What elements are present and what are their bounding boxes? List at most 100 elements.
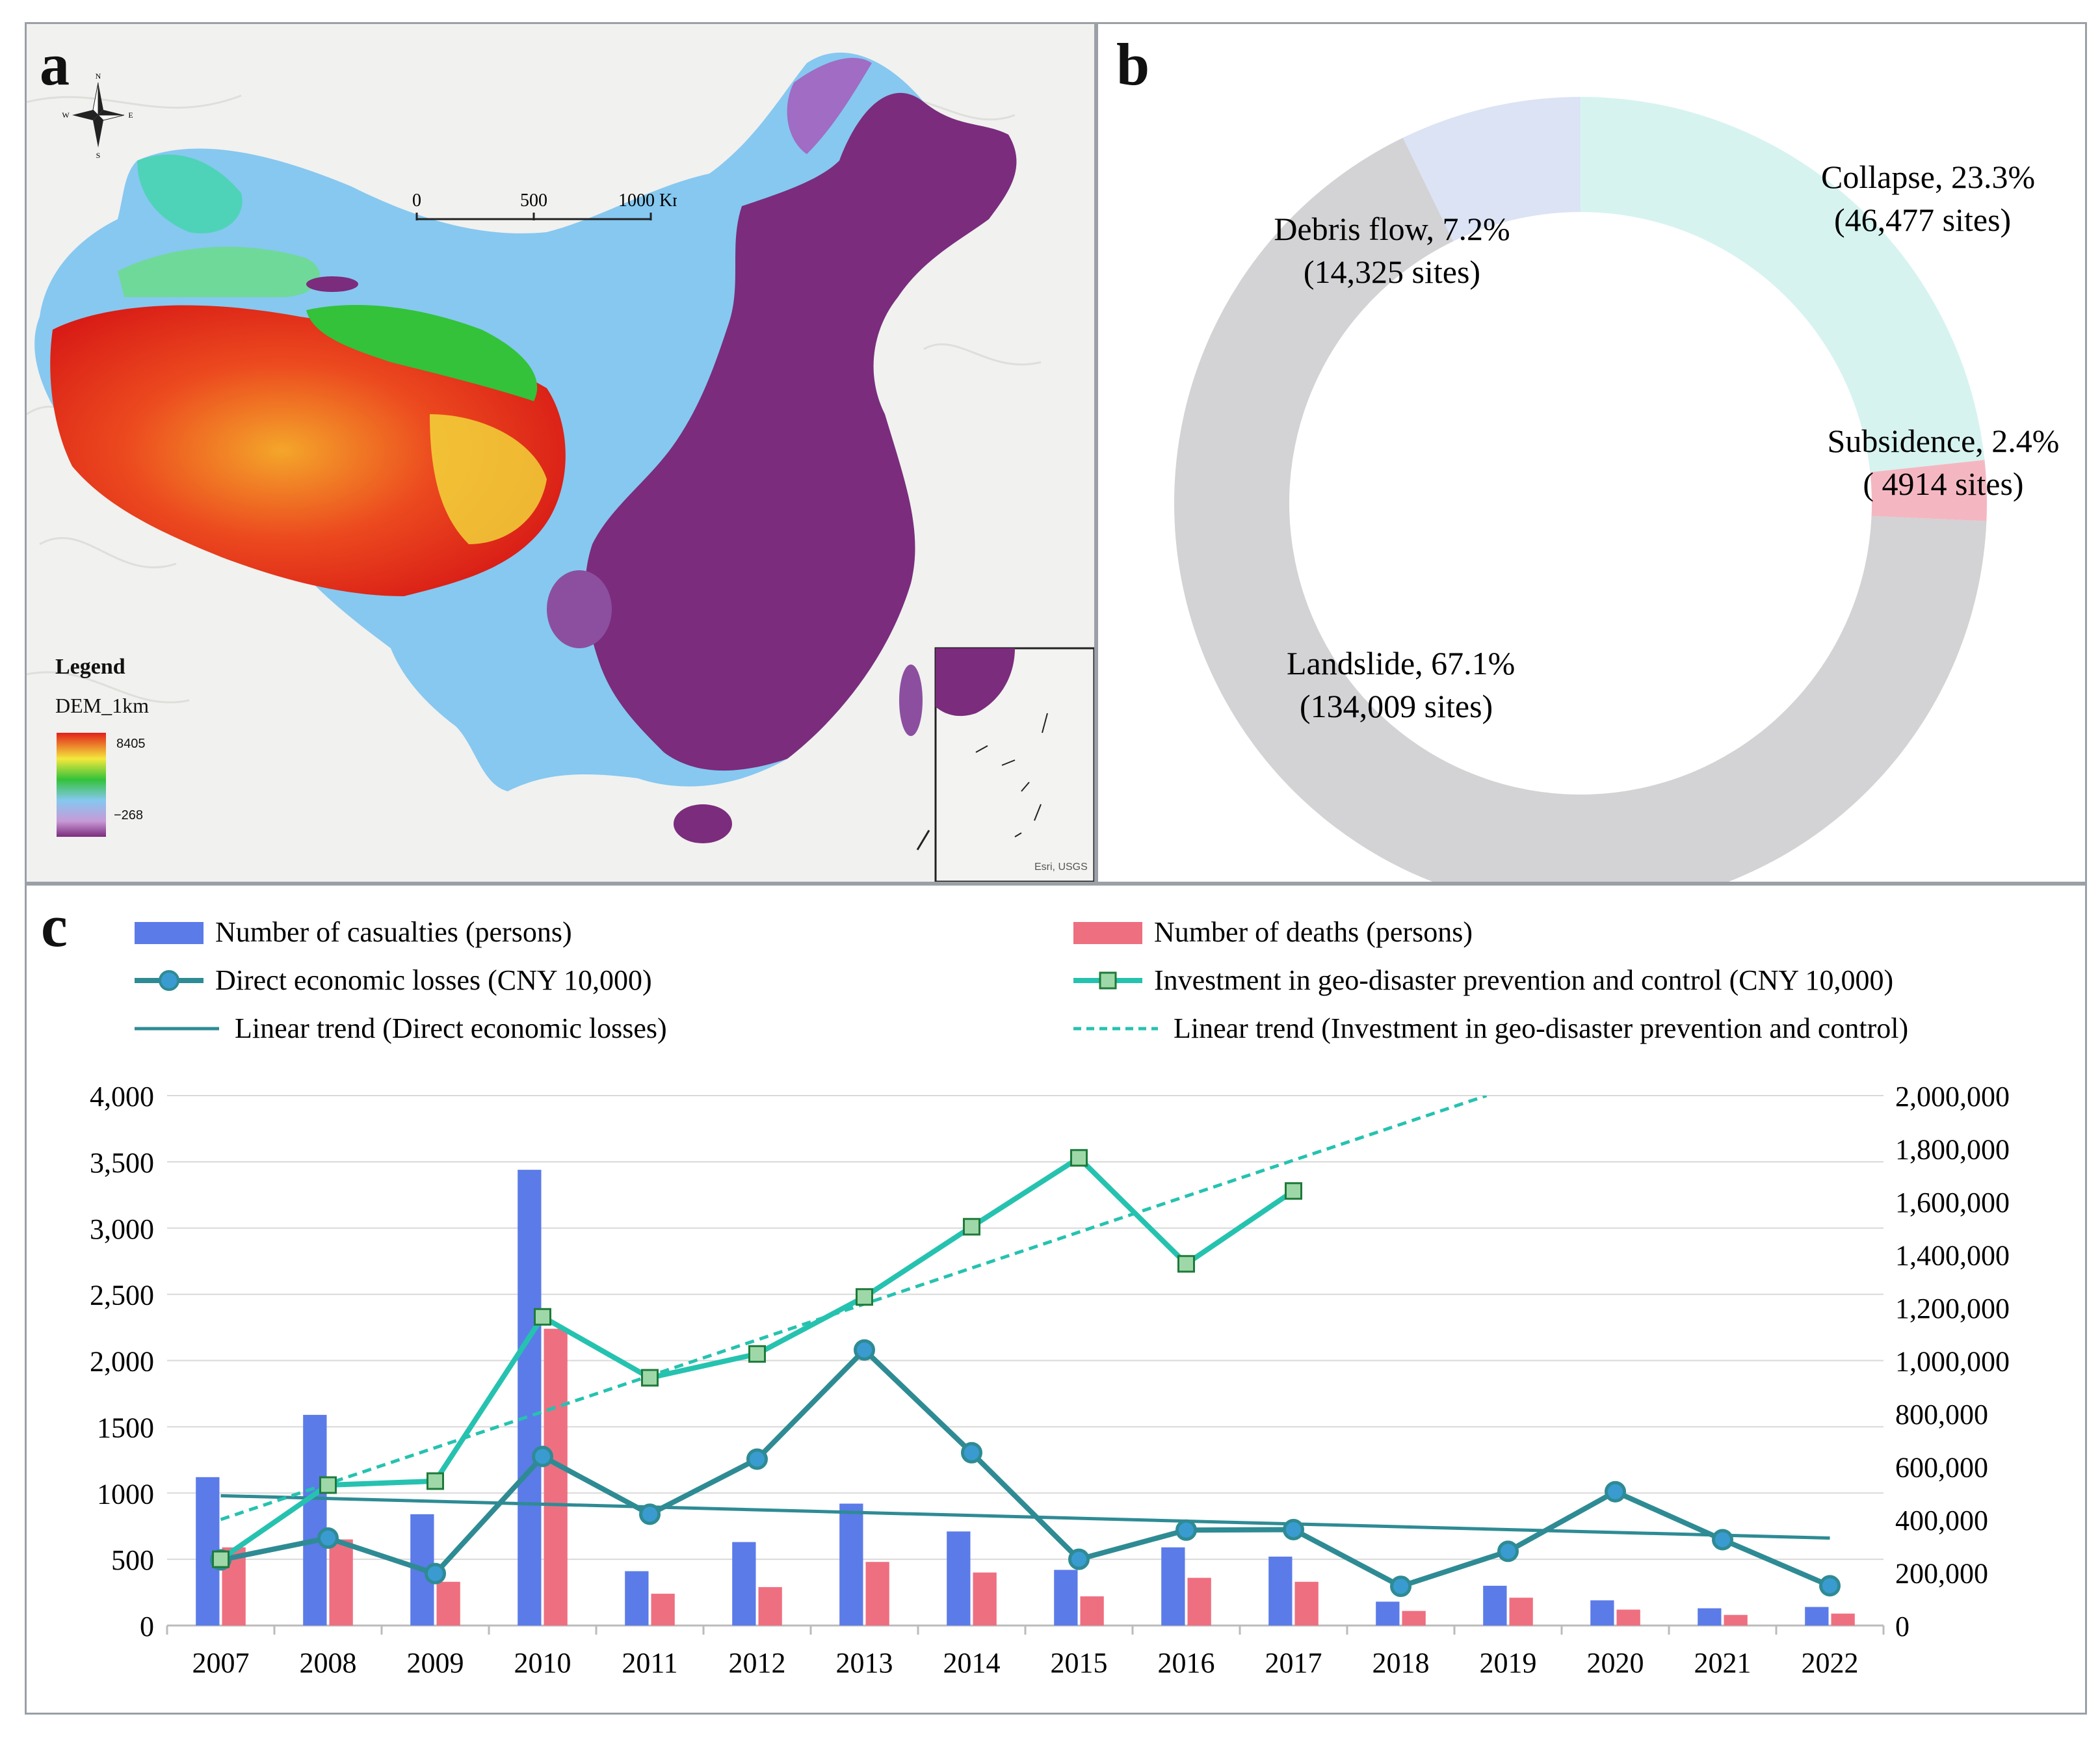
scale-tick-1000: 1000 Km — [618, 191, 677, 211]
bar-deaths-2022 — [1831, 1613, 1855, 1626]
x-tick-2013: 2013 — [836, 1647, 893, 1679]
bar-casualties-2018 — [1376, 1601, 1400, 1626]
y-right-tick: 1,000,000 — [1895, 1346, 2010, 1378]
point-investment-2008 — [319, 1476, 337, 1494]
x-tick-2007: 2007 — [192, 1647, 250, 1679]
point-losses-2010 — [532, 1445, 553, 1468]
x-tick-2008: 2008 — [300, 1647, 357, 1679]
y-right-tick: 2,000,000 — [1895, 1081, 2010, 1113]
bar-casualties-2017 — [1268, 1557, 1293, 1626]
scale-bar: 0 500 1000 Km — [412, 191, 677, 220]
bar-casualties-2015 — [1054, 1570, 1078, 1626]
panel-b-donut: Collapse, 23.3% (46,477 sites) Subsidence,… — [1096, 22, 2087, 884]
donut-label-landslide: Landslide, 67.1% — [1287, 645, 1515, 681]
bar-casualties-2010 — [518, 1170, 542, 1626]
y-right-tick: 0 — [1895, 1611, 1910, 1642]
y-left-tick: 500 — [111, 1544, 154, 1576]
x-tick-2019: 2019 — [1480, 1647, 1537, 1679]
compass-rose-icon: N S E W — [62, 72, 133, 160]
donut-sublabel-debris-flow: (14,325 sites) — [1304, 254, 1480, 290]
legend-min: −268 — [114, 808, 144, 823]
y-left-tick: 3,000 — [90, 1213, 154, 1245]
panel-b-letter: b — [1116, 31, 1150, 98]
x-tick-2020: 2020 — [1587, 1647, 1644, 1679]
legend-trend-investment: Linear trend (Investment in geo-disaster… — [1174, 1012, 1908, 1044]
x-tick-2012: 2012 — [729, 1647, 786, 1679]
bar-deaths-2011 — [651, 1594, 675, 1626]
point-investment-2016 — [1177, 1255, 1195, 1273]
legend-max: 8405 — [116, 737, 146, 751]
bar-deaths-2016 — [1187, 1577, 1211, 1626]
x-tick-2011: 2011 — [622, 1647, 677, 1679]
bar-casualties-2022 — [1805, 1607, 1829, 1626]
donut-sublabel-subsidence: ( 4914 sites) — [1863, 466, 2023, 502]
point-losses-2015 — [1068, 1548, 1090, 1570]
legend-color-ramp — [57, 733, 106, 837]
y-right-tick: 600,000 — [1895, 1452, 1988, 1484]
scale-tick-500: 500 — [520, 191, 547, 211]
x-tick-2021: 2021 — [1694, 1647, 1752, 1679]
y-left-tick: 1000 — [97, 1478, 154, 1510]
x-tick-2009: 2009 — [407, 1647, 464, 1679]
legend-title: Legend — [55, 655, 125, 679]
bar-deaths-2013 — [865, 1562, 889, 1626]
panel-a-letter: a — [40, 31, 70, 98]
y-left-tick: 2,000 — [90, 1346, 154, 1378]
legend-swatch-casualties — [135, 922, 203, 944]
point-investment-2013 — [856, 1288, 873, 1306]
point-investment-2015 — [1070, 1149, 1088, 1167]
point-losses-2019 — [1497, 1540, 1519, 1562]
bar-deaths-2021 — [1724, 1614, 1748, 1626]
point-investment-2007 — [212, 1550, 230, 1568]
bar-casualties-2011 — [625, 1571, 649, 1626]
point-investment-2017 — [1285, 1182, 1302, 1200]
legend-trend-losses: Linear trend (Direct economic losses) — [235, 1012, 667, 1044]
point-investment-2010 — [534, 1308, 551, 1326]
point-investment-2014 — [963, 1218, 980, 1236]
y-left-tick: 4,000 — [90, 1081, 154, 1113]
point-losses-2011 — [639, 1503, 661, 1525]
bar-casualties-2012 — [732, 1542, 756, 1626]
x-tick-2010: 2010 — [514, 1647, 571, 1679]
point-investment-2011 — [641, 1369, 659, 1387]
bar-deaths-2020 — [1616, 1609, 1640, 1626]
bar-deaths-2015 — [1080, 1596, 1104, 1626]
point-losses-2008 — [317, 1527, 339, 1549]
point-losses-2012 — [746, 1448, 768, 1470]
y-left-tick: 3,500 — [90, 1147, 154, 1179]
y-left-tick: 2,500 — [90, 1280, 154, 1311]
map-credit: Esri, USGS — [1034, 862, 1088, 873]
point-losses-2009 — [425, 1562, 446, 1585]
point-losses-2013 — [854, 1339, 875, 1361]
point-losses-2014 — [961, 1442, 982, 1464]
panel-c-chart: Number of casualties (persons) Number of… — [25, 884, 2087, 1715]
x-tick-2022: 2022 — [1802, 1647, 1859, 1679]
compass-s: S — [96, 151, 101, 160]
compass-w: W — [62, 111, 70, 120]
compass-n: N — [96, 72, 101, 81]
y-right-tick: 800,000 — [1895, 1399, 1988, 1430]
bar-deaths-2014 — [973, 1572, 997, 1626]
point-investment-2012 — [748, 1345, 766, 1363]
bar-casualties-2020 — [1590, 1600, 1614, 1626]
legend-deaths: Number of deaths (persons) — [1154, 916, 1473, 948]
dem-map — [27, 24, 1094, 882]
donut-label-subsidence: Subsidence, 2.4% — [1828, 423, 2060, 459]
donut-label-collapse: Collapse, 23.3% — [1821, 159, 2035, 195]
y-right-tick: 1,200,000 — [1895, 1293, 2010, 1324]
y-right-tick: 1,400,000 — [1895, 1240, 2010, 1272]
y-left-tick: 1500 — [97, 1412, 154, 1443]
donut-chart: Collapse, 23.3% (46,477 sites) Subsidence,… — [1174, 97, 2060, 882]
x-tick-2014: 2014 — [943, 1647, 1001, 1679]
trend-line-investment — [220, 1096, 1488, 1521]
legend-layer-name: DEM_1km — [55, 694, 149, 717]
y-right-tick: 1,600,000 — [1895, 1187, 2010, 1218]
x-tick-2016: 2016 — [1158, 1647, 1215, 1679]
point-losses-2021 — [1712, 1529, 1733, 1551]
x-tick-2017: 2017 — [1265, 1647, 1322, 1679]
line-losses — [220, 1347, 1831, 1589]
bar-casualties-2008 — [303, 1415, 327, 1626]
panel-a-map: a N S E W 0 500 1000 Km Legend DEM_1km 8… — [25, 22, 1096, 884]
bar-deaths-2012 — [758, 1587, 782, 1626]
y-right-tick: 1,800,000 — [1895, 1134, 2010, 1166]
